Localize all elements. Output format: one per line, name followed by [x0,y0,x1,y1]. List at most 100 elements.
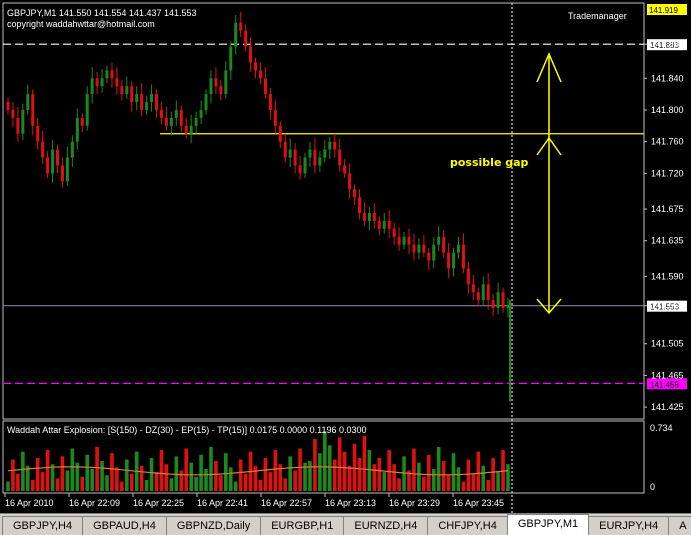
volume-bar [169,478,174,491]
chart-tab[interactable]: EURJPY,H4 [588,516,670,535]
volume-bar [417,462,421,491]
volume-bar [397,478,401,491]
volume-bar [362,435,367,491]
candle-body [21,109,25,134]
volume-bar [26,465,30,491]
volume-bar [55,478,60,491]
chart-area[interactable]: 141.883 141.553 141.455 GBPJPY,M1 141.550 … [0,0,691,513]
chart-tab[interactable]: EURNZD,H4 [343,516,429,535]
candle-body [105,70,109,79]
y-tick-label: 141.425 [651,402,684,412]
candle-body [239,22,243,31]
volume-bar [476,451,481,491]
candle-body [189,125,193,134]
candle-body [328,141,332,150]
volume-bar [125,459,129,491]
candle-body [471,284,475,293]
volume-bar [214,461,218,491]
candle-body [199,109,203,118]
volume-bar [238,459,243,491]
x-tick-label: 16 Apr 22:41 [197,498,248,508]
chart-tab[interactable]: GBPJPY,H4 [2,516,84,535]
candle-body [90,78,94,95]
candle-body [209,78,213,95]
chart-tab[interactable]: GBPNZD,Daily [165,516,262,535]
volume-ymin-label: 0 [650,482,655,492]
candle-body [115,78,119,87]
volume-bar [486,479,490,491]
volume-bar [219,475,223,491]
volume-bar [110,453,114,491]
volume-bar [6,481,10,491]
candle-body [31,94,35,126]
volume-bar [332,459,337,491]
volume-bar [263,457,268,491]
copyright-text: copyright waddahwttar@hotmail.com [7,19,155,29]
chart-tab[interactable]: EURGBP,H1 [260,516,345,535]
x-tick-label: 16 Apr 23:45 [453,498,504,508]
volume-bar [159,450,164,491]
candle-body [481,284,485,301]
candle-body [476,292,480,301]
volume-bar [303,462,307,491]
chart-tab[interactable]: CHFJPY,H4 [427,516,508,535]
chart-tab[interactable]: GBPAUD,H4 [82,516,167,535]
candle-body [70,141,74,158]
volume-bar [367,450,372,491]
volume-bar [35,457,40,491]
volume-bar [496,472,500,491]
x-tick-label: 16 Apr 22:09 [69,498,120,508]
candle-body [65,157,69,182]
candle-body [333,141,337,150]
candle-body [194,117,198,126]
candle-body [120,86,124,95]
candle-body [442,236,446,253]
candle-body [432,244,436,261]
candle-body [150,94,154,103]
candle-body [278,125,282,142]
candle-body [387,220,391,229]
candle-body [234,22,238,47]
volume-bar [21,451,25,491]
candle-body [288,149,292,158]
candle-body [357,197,361,213]
x-tick-label: 16 Apr 22:57 [261,498,312,508]
volume-bar [80,476,85,491]
volume-bar [313,439,317,491]
volume-bar [228,467,233,491]
candle-body [26,94,30,110]
candle-body [145,102,149,110]
volume-bar [189,462,193,491]
candle-body [85,94,89,126]
volume-bar [149,457,154,491]
x-tick-label: 16 Apr 23:29 [389,498,440,508]
volume-bar [461,481,466,491]
candle-body [273,109,277,126]
chart-tab[interactable]: GBPJPY,M1 [506,514,590,535]
candle-body [412,244,416,253]
candle-body [80,117,84,126]
volume-bar [129,473,134,491]
candle-body [130,86,134,103]
volume-bar [377,457,382,491]
x-tick-label: 16 Apr 23:13 [325,498,376,508]
volume-bar [60,456,65,491]
candle-body [244,30,248,47]
volume-bar [308,461,312,491]
volume-bar [471,473,476,491]
candle-body [125,86,129,95]
candle-body [427,252,431,261]
price-level-tag [647,378,687,390]
candle-body [506,305,510,309]
chart-tab[interactable]: A [668,516,691,535]
volume-bar [327,445,332,491]
volume-bar [11,459,15,491]
candle-body [229,46,233,71]
volume-bar [506,464,510,491]
y-tick-label: 141.635 [651,236,684,246]
candle-body [51,149,55,174]
volume-bar [293,470,297,491]
volume-bar [318,453,322,491]
volume-bar [337,437,342,491]
volume-ma-line [7,466,509,476]
